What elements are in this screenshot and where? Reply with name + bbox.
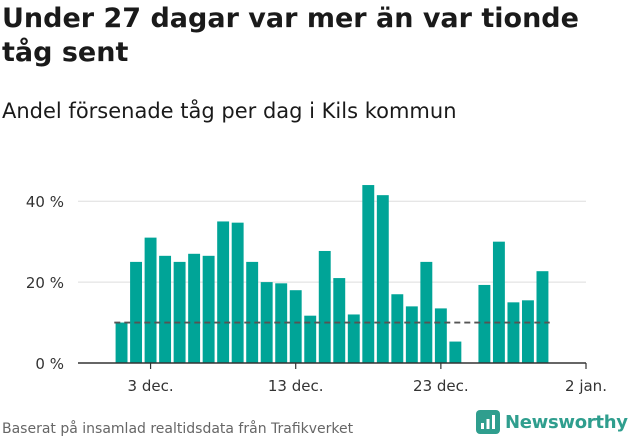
bar — [333, 278, 346, 363]
y-tick-label: 40 % — [26, 193, 64, 211]
bar — [304, 315, 317, 363]
bar — [246, 261, 259, 363]
brand-name: Newsworthy — [505, 411, 628, 433]
bar — [536, 271, 549, 363]
bar — [420, 261, 433, 363]
bar — [521, 300, 534, 363]
bar — [449, 341, 462, 363]
bar — [478, 284, 491, 363]
x-tick-label: 3 dec. — [128, 377, 174, 395]
bar — [130, 261, 143, 363]
bar — [376, 195, 389, 363]
bar — [144, 237, 157, 363]
source-note: Baserat på insamlad realtidsdata från Tr… — [2, 421, 354, 437]
bar — [434, 308, 447, 363]
x-tick-label: 13 dec. — [268, 377, 324, 395]
bars — [115, 185, 549, 363]
newsworthy-logo: Newsworthy — [476, 408, 628, 436]
bar — [217, 221, 230, 363]
newsworthy-logo-icon — [476, 410, 500, 434]
bar — [289, 290, 302, 363]
bar — [115, 322, 128, 363]
bar — [362, 185, 375, 363]
bar-chart: 0 % 20 % 40 % 3 dec. 13 dec. 23 dec. 2 jan. — [26, 185, 607, 395]
bar — [405, 306, 418, 363]
axes: 0 % 20 % 40 % 3 dec. 13 dec. 23 dec. 2 jan. — [26, 193, 607, 395]
chart-subtitle: Andel försenade tåg per dag i Kils kommu… — [2, 99, 457, 123]
y-tick-label: 0 % — [35, 355, 64, 373]
x-tick-label: 23 dec. — [413, 377, 469, 395]
y-tick-label: 20 % — [26, 274, 64, 292]
bar — [492, 241, 505, 363]
bar — [507, 302, 520, 363]
chart-title: Under 27 dagar var mer än var tionde tåg… — [2, 3, 579, 68]
bar — [391, 294, 404, 363]
bar — [318, 250, 331, 363]
bar — [173, 261, 186, 363]
x-tick-label: 2 jan. — [565, 377, 607, 395]
bar — [188, 253, 201, 363]
bar — [231, 222, 244, 363]
bar — [159, 255, 172, 363]
bar — [275, 283, 288, 363]
bar — [347, 314, 360, 363]
bar — [202, 255, 215, 363]
